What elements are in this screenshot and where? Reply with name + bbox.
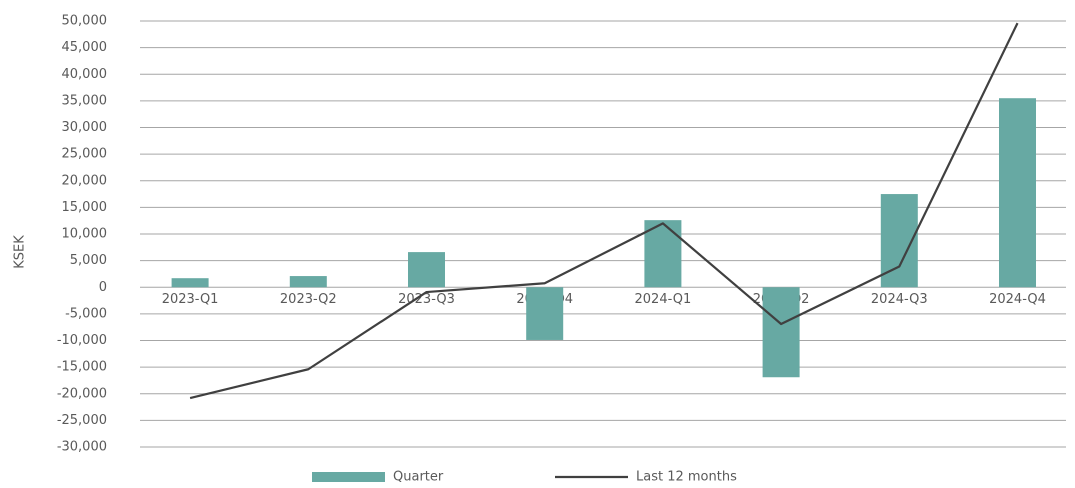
x-tick-label: 2023-Q2 — [280, 292, 337, 307]
bar — [526, 287, 564, 340]
y-tick-label: 0 — [99, 280, 107, 295]
y-axis-label: KSEK — [13, 235, 28, 269]
y-tick-label: 20,000 — [62, 173, 108, 188]
y-tick-label: 30,000 — [62, 120, 108, 135]
x-tick-label: 2024-Q4 — [989, 292, 1046, 307]
y-tick-label: 45,000 — [62, 40, 108, 55]
y-tick-label: -25,000 — [57, 413, 107, 428]
y-tick-label: -10,000 — [57, 333, 107, 348]
y-tick-label: -20,000 — [57, 386, 107, 401]
line — [189, 22, 1019, 400]
bar — [762, 287, 800, 378]
y-tick-label: 40,000 — [62, 67, 108, 82]
bar — [408, 252, 445, 288]
legend-label: Last 12 months — [636, 470, 737, 485]
legend-label: Quarter — [393, 470, 444, 485]
y-tick-label: -15,000 — [57, 360, 107, 375]
x-tick-label: 2023-Q1 — [162, 292, 219, 307]
bar — [644, 220, 682, 288]
legend-swatch — [312, 472, 385, 482]
y-tick-label: -5,000 — [65, 306, 107, 321]
bar — [289, 276, 327, 288]
y-tick-label: 25,000 — [62, 147, 108, 162]
y-tick-label: 50,000 — [62, 14, 108, 29]
y-tick-label: 15,000 — [62, 200, 108, 215]
x-tick-label: 2023-Q3 — [398, 292, 455, 307]
y-tick-label: 35,000 — [62, 93, 108, 108]
y-tick-label: 5,000 — [70, 253, 107, 268]
x-tick-label: 2024-Q3 — [871, 292, 928, 307]
y-tick-label: 10,000 — [62, 227, 108, 242]
bar — [171, 278, 209, 288]
bar — [999, 98, 1036, 288]
x-tick-label: 2024-Q1 — [635, 292, 692, 307]
y-tick-label: -30,000 — [57, 440, 107, 455]
